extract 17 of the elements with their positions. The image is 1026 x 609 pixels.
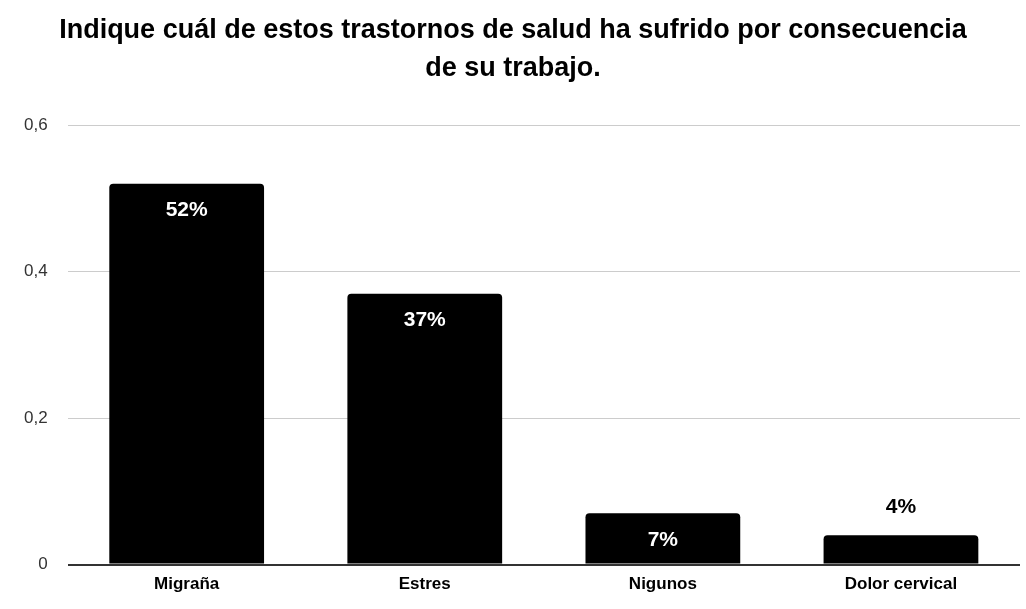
x-tick-label: Migraña <box>154 574 220 594</box>
bar <box>823 535 979 564</box>
y-tick-label: 0,2 <box>23 407 48 427</box>
y-tick-label: 0,6 <box>23 114 48 134</box>
chart-title: Indique cuál de estos trastornos de salud ha sufrido por consecuencia de su trabajo. <box>58 13 968 84</box>
x-tick-label: Estres <box>398 574 451 594</box>
bar <box>109 183 265 564</box>
data-label: 7% <box>647 526 679 550</box>
bar <box>585 513 741 564</box>
data-label: 4% <box>885 493 917 517</box>
data-label: 37% <box>403 306 447 330</box>
data-label: 52% <box>165 197 209 221</box>
x-tick-label: Dolor cervical <box>844 574 958 594</box>
x-tick-label: Nigunos <box>628 574 697 594</box>
y-tick-label: 0 <box>38 554 48 574</box>
bar <box>347 293 503 564</box>
y-tick-label: 0,4 <box>23 261 48 281</box>
